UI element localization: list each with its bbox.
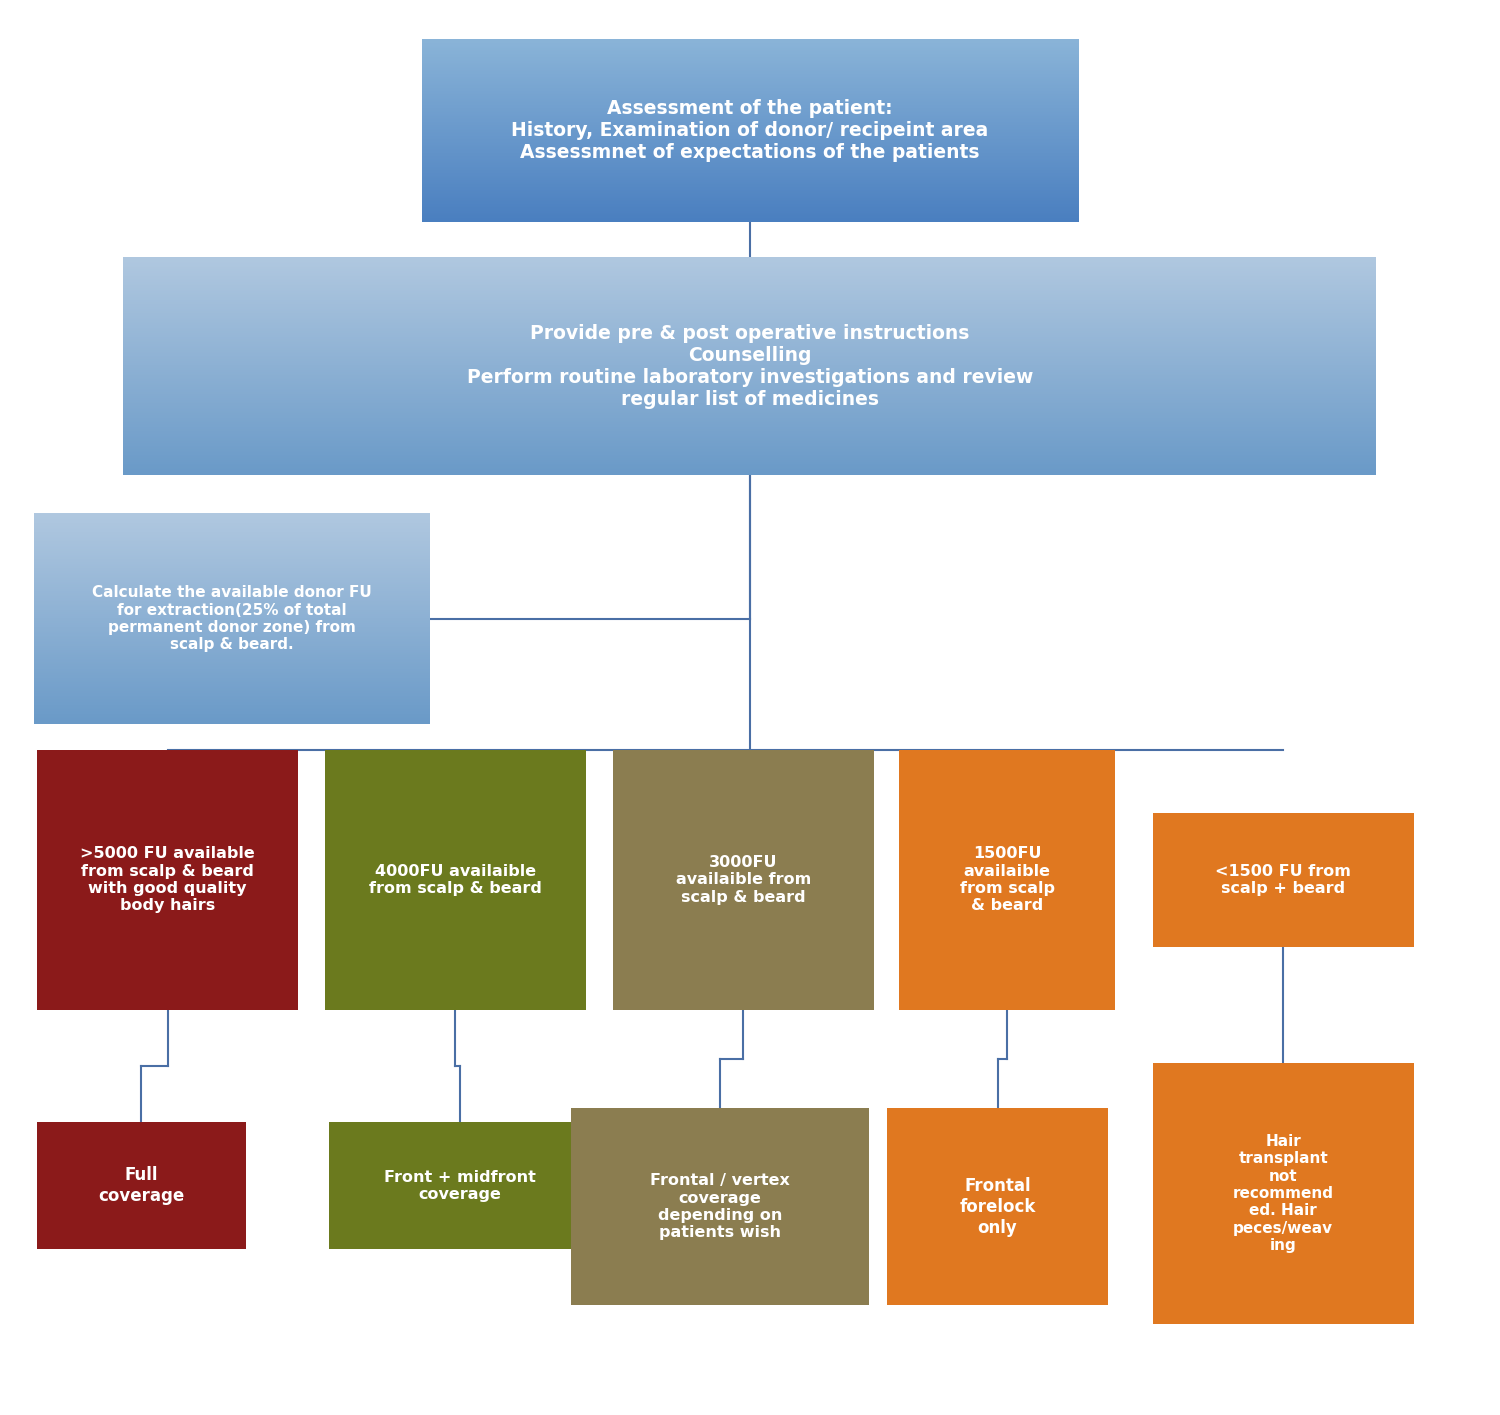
FancyBboxPatch shape xyxy=(38,750,298,1010)
Text: <1500 FU from
scalp + beard: <1500 FU from scalp + beard xyxy=(1215,863,1352,896)
Text: >5000 FU available
from scalp & beard
with good quality
body hairs: >5000 FU available from scalp & beard wi… xyxy=(80,846,255,914)
Text: 1500FU
availaible
from scalp
& beard: 1500FU availaible from scalp & beard xyxy=(960,846,1054,914)
Text: Frontal / vertex
coverage
depending on
patients wish: Frontal / vertex coverage depending on p… xyxy=(650,1173,790,1241)
Text: Hair
transplant
not
recommend
ed. Hair
peces/weav
ing: Hair transplant not recommend ed. Hair p… xyxy=(1233,1133,1334,1254)
FancyBboxPatch shape xyxy=(326,750,586,1010)
Text: Front + midfront
coverage: Front + midfront coverage xyxy=(384,1170,536,1201)
FancyBboxPatch shape xyxy=(1152,1064,1414,1323)
Text: Full
coverage: Full coverage xyxy=(99,1166,184,1206)
FancyBboxPatch shape xyxy=(898,750,1116,1010)
FancyBboxPatch shape xyxy=(572,1108,870,1305)
FancyBboxPatch shape xyxy=(38,1122,246,1249)
FancyBboxPatch shape xyxy=(1152,814,1414,947)
Text: Frontal
forelock
only: Frontal forelock only xyxy=(960,1177,1036,1237)
FancyBboxPatch shape xyxy=(886,1108,1108,1305)
FancyBboxPatch shape xyxy=(330,1122,591,1249)
Text: 4000FU availaible
from scalp & beard: 4000FU availaible from scalp & beard xyxy=(369,863,542,896)
Text: 3000FU
availaible from
scalp & beard: 3000FU availaible from scalp & beard xyxy=(675,855,812,904)
FancyBboxPatch shape xyxy=(614,750,874,1010)
